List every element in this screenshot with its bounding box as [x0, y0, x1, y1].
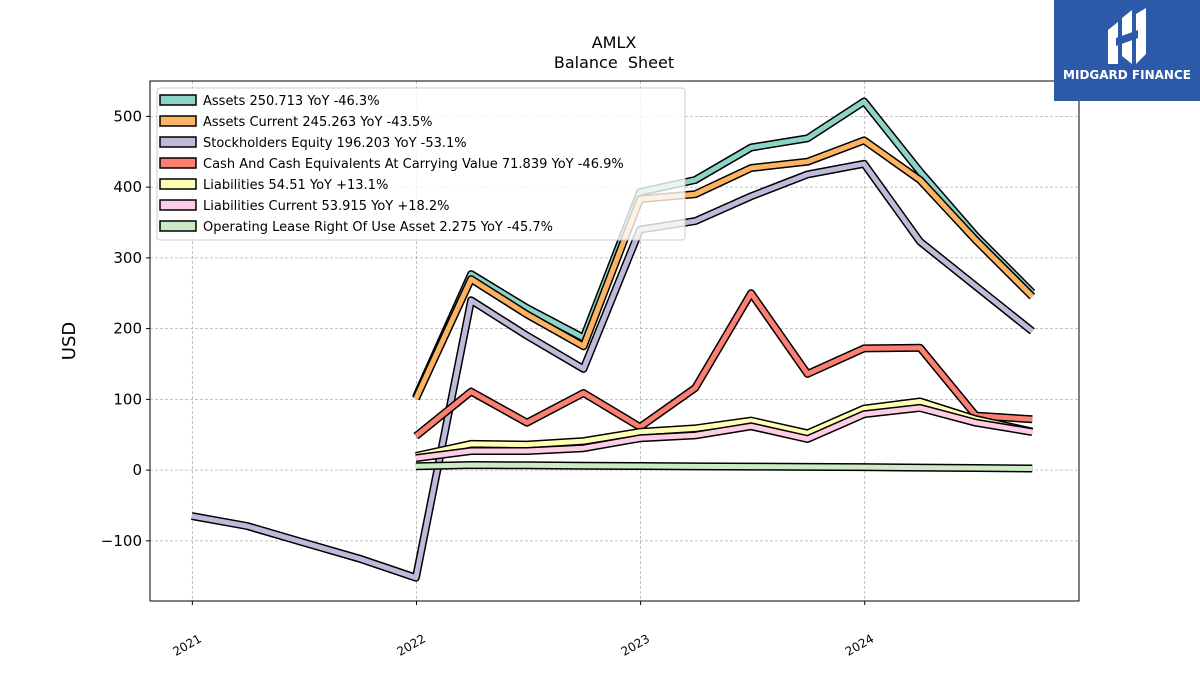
y-axis-label: USD [59, 322, 80, 360]
x-axis: 2021 2022 2023 2024 [170, 601, 876, 659]
x-tick-label: 2022 [395, 631, 428, 658]
y-tick-label: 0 [132, 461, 142, 479]
midgard-logo-icon [1108, 8, 1146, 64]
x-tick-label: 2021 [170, 631, 203, 658]
legend: Assets 250.713 YoY -46.3% Assets Current … [156, 87, 686, 241]
legend-entry: Liabilities 54.51 YoY +13.1% [203, 178, 388, 193]
series-layer [191, 97, 1036, 582]
series-stockholders-equity [191, 159, 1035, 582]
series-line [415, 399, 1033, 459]
legend-entry: Assets Current 245.263 YoY -43.5% [203, 115, 433, 130]
series-line [414, 290, 1033, 439]
legend-swatch [159, 157, 197, 169]
chart-subtitle: Balance Sheet [554, 53, 674, 72]
x-tick-label: 2023 [619, 631, 652, 658]
y-tick-label: 200 [113, 320, 142, 338]
x-tick-label: 2024 [843, 631, 876, 658]
y-tick-label: 500 [113, 107, 142, 125]
legend-box [156, 87, 686, 241]
y-axis: −100 0 100 200 300 400 500 [101, 107, 150, 550]
legend-entry: Operating Lease Right Of Use Asset 2.275… [203, 220, 553, 235]
y-tick-label: 300 [113, 249, 142, 267]
series-line [415, 462, 1033, 471]
logo-text: MIDGARD FINANCE [1063, 68, 1191, 82]
legend-swatch [159, 136, 197, 148]
legend-swatch [159, 115, 197, 127]
legend-entry: Stockholders Equity 196.203 YoY -53.1% [203, 136, 467, 151]
y-tick-label: 400 [113, 178, 142, 196]
legend-entry: Liabilities Current 53.915 YoY +18.2% [203, 199, 450, 214]
series-liabilities [415, 397, 1034, 460]
series-line [415, 405, 1033, 461]
series-line [191, 161, 1034, 581]
series-operating-lease-right-of-use-asset [415, 461, 1033, 473]
chart-title: AMLX [592, 33, 637, 52]
legend-entry: Cash And Cash Equivalents At Carrying Va… [203, 157, 624, 172]
series-cash-and-cash-equivalents-at-carrying-value [413, 289, 1033, 440]
legend-swatch [159, 220, 197, 232]
series-liabilities-current [415, 403, 1033, 463]
legend-swatch [159, 94, 197, 106]
series-line [413, 137, 1035, 400]
legend-entry: Assets 250.713 YoY -46.3% [203, 94, 380, 109]
series-line [413, 99, 1035, 399]
legend-swatch [159, 178, 197, 190]
series-assets-current [412, 136, 1036, 401]
plot-frame [149, 80, 1080, 602]
midgard-finance-logo: MIDGARD FINANCE [1054, 0, 1200, 101]
y-tick-label: −100 [101, 532, 142, 550]
legend-swatch [159, 199, 197, 211]
series-assets [412, 97, 1036, 399]
y-tick-label: 100 [113, 390, 142, 408]
